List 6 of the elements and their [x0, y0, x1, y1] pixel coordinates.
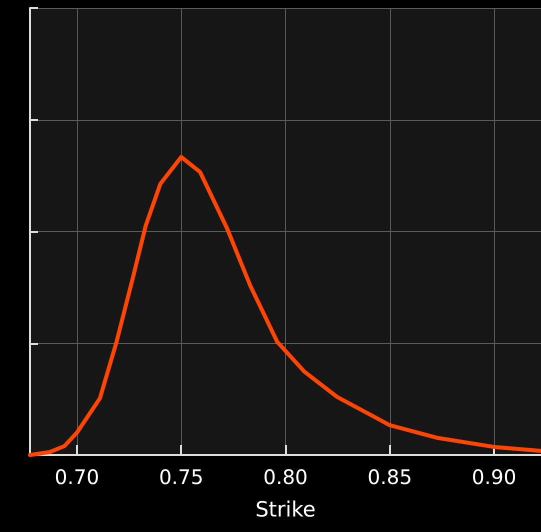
x-tick-label: 0.70 [54, 465, 100, 489]
x-tick-label: 0.80 [263, 465, 308, 489]
x-axis-title: Strike [255, 498, 316, 522]
x-tick-label: 0.85 [368, 465, 412, 489]
x-tick-label: 0.90 [472, 465, 516, 489]
x-tick-label: 0.75 [158, 465, 204, 489]
